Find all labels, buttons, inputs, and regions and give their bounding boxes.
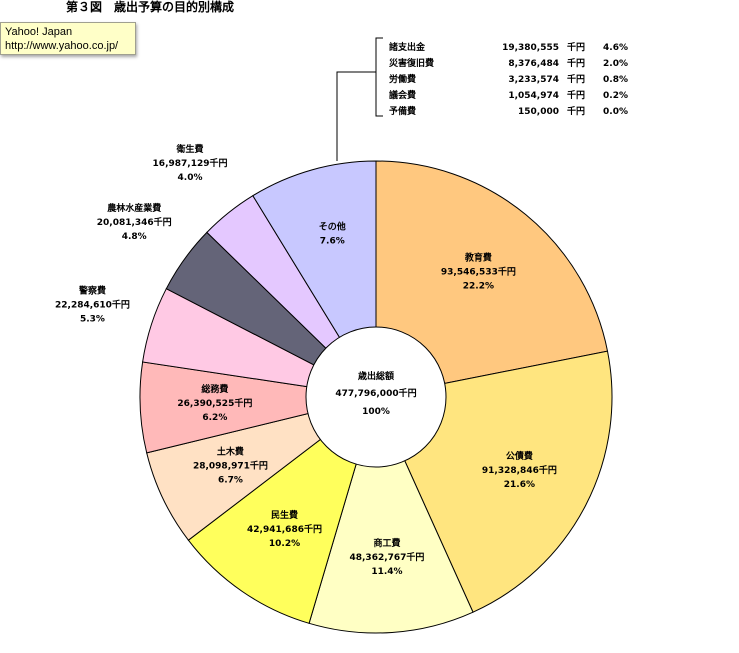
slice-value-0: 93,546,533千円 [441, 265, 516, 277]
other-percent-1: 2.0% [603, 59, 628, 69]
slice-percent-9: 7.6% [320, 237, 345, 247]
slice-0 [375, 160, 609, 398]
other-unit-1: 千円 [567, 57, 585, 69]
slice-value-3: 42,941,686千円 [247, 523, 322, 535]
slice-percent-0: 22.2% [463, 281, 494, 291]
slice-name-3: 民生費 [271, 509, 298, 521]
other-name-1: 災害復旧費 [388, 57, 434, 69]
slice-2 [308, 395, 474, 634]
slice-value-5: 26,390,525千円 [177, 397, 252, 409]
slice-value-2: 48,362,767千円 [349, 551, 424, 563]
other-bracket [375, 37, 383, 117]
slice-3 [187, 395, 377, 624]
other-name-2: 労働費 [389, 73, 416, 85]
other-unit-2: 千円 [567, 73, 585, 85]
slice-name-8: 衛生費 [176, 143, 204, 155]
other-value-4: 150,000 [518, 107, 559, 117]
slice-percent-2: 11.4% [371, 567, 402, 577]
slice-name-9: その他 [319, 221, 346, 233]
other-name-4: 予備費 [389, 105, 416, 117]
other-unit-3: 千円 [567, 89, 585, 101]
center-hole [305, 326, 447, 468]
slice-percent-7: 4.8% [122, 232, 147, 242]
other-percent-0: 4.6% [603, 43, 628, 53]
center-label-name: 歳出総額 [357, 370, 394, 382]
slice-percent-4: 6.7% [218, 475, 243, 485]
slice-value-1: 91,328,846千円 [482, 464, 557, 476]
tooltip-line-2: http://www.yahoo.co.jp/ [5, 40, 119, 52]
other-value-2: 3,233,574 [508, 75, 559, 85]
other-value-0: 19,380,555 [502, 43, 559, 53]
center-label-value: 477,796,000千円 [335, 387, 416, 399]
slice-name-2: 商工費 [373, 537, 400, 549]
slice-value-7: 20,081,346千円 [97, 216, 172, 228]
other-value-3: 1,054,974 [508, 91, 559, 101]
slice-percent-8: 4.0% [178, 173, 203, 183]
slice-name-5: 総務費 [201, 383, 228, 395]
slice-percent-5: 6.2% [202, 413, 227, 423]
other-leader-line [336, 71, 369, 161]
slice-name-4: 土木費 [217, 445, 244, 457]
slice-name-1: 公債費 [506, 450, 533, 462]
slice-name-7: 農林水産業費 [107, 202, 161, 214]
other-name-0: 諸支出金 [389, 41, 426, 53]
slice-percent-3: 10.2% [269, 539, 300, 549]
other-unit-4: 千円 [567, 105, 585, 117]
slice-value-6: 22,284,610千円 [55, 298, 130, 310]
tooltip: Yahoo! Japan http://www.yahoo.co.jp/ [0, 22, 136, 55]
slice-value-8: 16,987,129千円 [153, 157, 228, 169]
center-label-percent: 100% [362, 407, 390, 417]
slice-name-6: 警察費 [79, 284, 106, 296]
other-percent-3: 0.2% [603, 91, 628, 101]
other-percent-4: 0.0% [603, 107, 628, 117]
other-unit-0: 千円 [567, 41, 585, 53]
tooltip-line-1: Yahoo! Japan [5, 26, 73, 38]
chart-title: 第３図 歳出予算の目的別構成 [66, 0, 235, 14]
slice-percent-6: 5.3% [80, 314, 105, 324]
other-value-1: 8,376,484 [508, 59, 559, 69]
slice-name-0: 教育費 [464, 251, 492, 263]
slice-percent-1: 21.6% [504, 480, 535, 490]
other-name-3: 議会費 [389, 89, 416, 101]
slice-value-4: 28,098,971千円 [193, 459, 268, 471]
other-percent-2: 0.8% [603, 75, 628, 85]
